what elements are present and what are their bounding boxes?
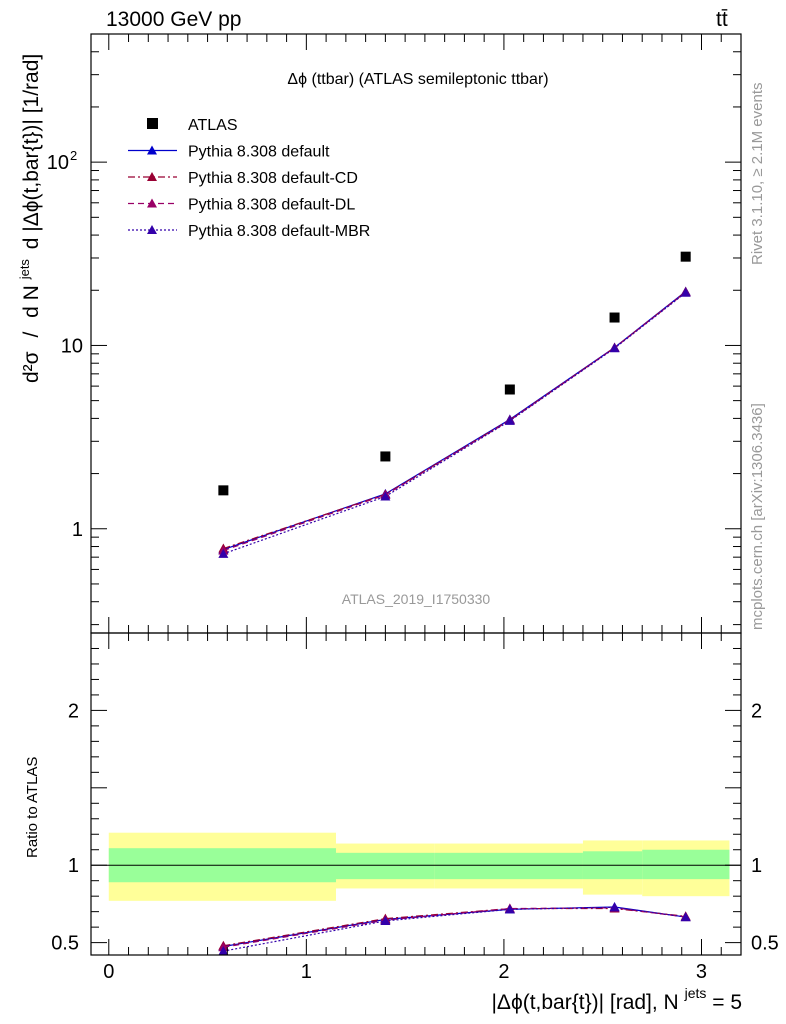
ratio-series-line [223, 907, 686, 948]
ratio-panel: 0 1 2 3 0.5 0.5 1 1 2 2 [51, 632, 779, 983]
ratio-y-tick-label-left: 2 [68, 700, 79, 722]
mc-series-marker [380, 491, 391, 501]
x-tick-label: 0 [103, 961, 114, 983]
legend-label: Pythia 8.308 default-CD [188, 170, 358, 187]
stat-uncertainty-band [335, 852, 435, 880]
legend-label: Pythia 8.308 default-DL [188, 197, 355, 214]
legend-label: Pythia 8.308 default-MBR [188, 223, 370, 240]
atlas-data-point [218, 485, 229, 496]
atlas-data-point [680, 251, 691, 262]
x-axis-label: |Δϕ(t,bar{t})| [rad], N jets = 5 [491, 980, 742, 1014]
mc-series-line [223, 290, 687, 551]
x-tick-label: 1 [301, 961, 312, 983]
y-tick-label: 10 [61, 335, 83, 357]
ratio-y-label: Ratio to ATLAS [24, 757, 41, 858]
ratio-series-marker [680, 912, 691, 922]
legend-label: ATLAS [188, 117, 238, 134]
xlabel-sup: jets [684, 985, 707, 1001]
ylabel-dn: d N [20, 285, 43, 318]
legend-marker [147, 172, 157, 181]
ylabel-rest: d |Δϕ(t,bar{t})| [1/rad] [20, 54, 43, 249]
ylabel-slash: / [20, 332, 43, 338]
ratio-y-tick-label-right: 1 [751, 855, 762, 877]
y-tick-label: 10 [47, 152, 69, 174]
mc-series-marker [504, 415, 515, 425]
mc-series-marker [680, 287, 691, 297]
y-tick-label-exponent: 2 [70, 148, 77, 163]
legend-label: Pythia 8.308 default [188, 144, 330, 161]
atlas-data-point [380, 451, 391, 462]
ratio-y-tick-label-left: 0.5 [51, 933, 79, 955]
y-tick-label: 1 [72, 519, 83, 541]
mc-series-line [223, 291, 687, 550]
legend-marker-atlas [147, 118, 158, 129]
atlas-data-point [504, 384, 515, 395]
mcplots-label: mcplots.cern.ch [arXiv:1306.3436] [749, 403, 766, 630]
ratio-y-tick-label-right: 2 [751, 700, 762, 722]
chart-title: Δϕ (ttbar) (ATLAS semileptonic ttbar) [287, 71, 548, 88]
rivet-label: Rivet 3.1.10, ≥ 2.1M events [749, 83, 766, 266]
mc-series-marker [218, 548, 229, 558]
legend-marker [147, 225, 157, 234]
legend-marker [147, 145, 157, 155]
ratio-y-tick-label-left: 1 [68, 855, 79, 877]
legend: ATLAS Pythia 8.308 default Pythia 8.308 de… [128, 117, 370, 240]
legend-marker [147, 198, 157, 208]
ratio-series-marker [609, 902, 620, 912]
header-left: 13000 GeV pp [106, 8, 241, 31]
mc-series-marker [609, 343, 620, 353]
ratio-series-marker [504, 904, 515, 914]
xlabel-tail: = 5 [712, 991, 742, 1014]
mc-series-line [223, 291, 687, 552]
ratio-frame [90, 632, 742, 956]
ratio-series-line [223, 906, 686, 948]
ratio-series-marker [380, 915, 391, 925]
ylabel-d2sigma: d²σ [20, 351, 43, 383]
header-right: tt̄ [716, 8, 728, 31]
stat-uncertainty-band [642, 849, 730, 880]
analysis-watermark: ATLAS_2019_I1750330 [342, 591, 491, 607]
x-tick-label: 3 [696, 961, 707, 983]
x-tick-label: 2 [498, 961, 509, 983]
ratio-series-marker [218, 946, 229, 956]
stat-uncertainty-band [434, 852, 583, 880]
y-axis-label: d²σ / d N jets d |Δϕ(t,bar{t})| [1/rad] [11, 54, 43, 383]
xlabel-main: |Δϕ(t,bar{t})| [rad], N [491, 991, 678, 1014]
svg-text:d²σ / d N je: d²σ / d N jets d |Δϕ(t,bar{t})| [1/rad] [11, 54, 43, 383]
ratio-y-tick-label-right: 0.5 [751, 933, 779, 955]
ylabel-jets: jets [17, 259, 32, 281]
atlas-data-point [609, 312, 620, 323]
mc-series-line [223, 292, 687, 555]
